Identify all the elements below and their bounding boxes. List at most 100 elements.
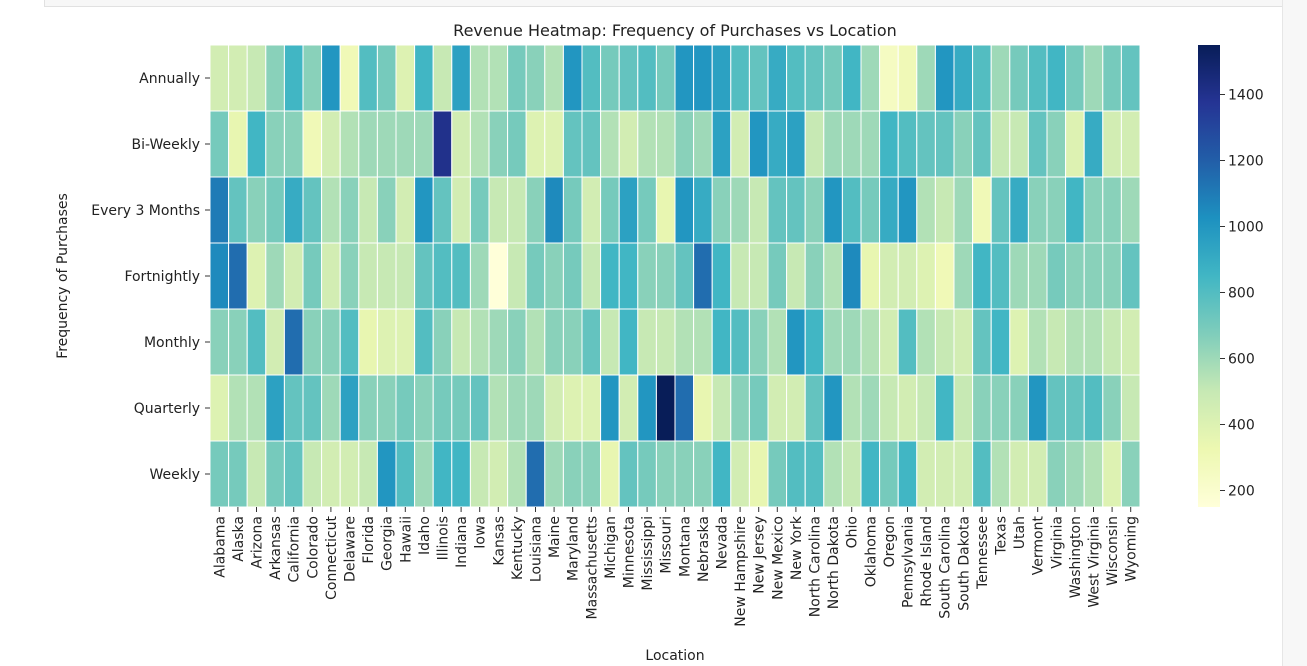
- heatmap-cell: [841, 44, 862, 112]
- x-tick-label: South Dakota: [956, 516, 972, 611]
- heatmap-chart: Revenue Heatmap: Frequency of Purchases …: [55, 21, 1264, 664]
- heatmap-cell: [302, 242, 323, 310]
- heatmap-cell: [693, 44, 713, 112]
- heatmap-cell: [1120, 110, 1141, 178]
- heatmap-cell: [860, 242, 881, 310]
- heatmap-cell: [469, 44, 490, 112]
- x-tick-label: North Dakota: [826, 516, 842, 609]
- heatmap-cell: [1009, 110, 1029, 178]
- heatmap-cell: [823, 242, 843, 310]
- heatmap-cell: [1027, 44, 1048, 112]
- heatmap-cell: [339, 440, 360, 508]
- heatmap-cell: [786, 308, 806, 376]
- heatmap-cell: [358, 374, 378, 442]
- x-tick-label: Arizona: [250, 516, 266, 569]
- heatmap-cell: [432, 242, 453, 310]
- heatmap-cell: [637, 110, 657, 178]
- x-tick-label: Maryland: [566, 516, 582, 581]
- colorbar-tick-label: 1400: [1228, 88, 1264, 104]
- heatmap-cell: [1102, 44, 1122, 112]
- heatmap-cell: [655, 110, 676, 178]
- y-tick-label: Annually: [139, 71, 200, 87]
- heatmap-cell: [730, 374, 750, 442]
- heatmap-cell: [1102, 242, 1122, 310]
- heatmap-cell: [246, 176, 267, 244]
- x-tick-label: Montana: [677, 516, 693, 577]
- heatmap-cell: [897, 440, 918, 508]
- heatmap-cell: [1065, 440, 1085, 508]
- heatmap-cell: [637, 440, 657, 508]
- heatmap-cell: [581, 44, 602, 112]
- heatmap-cell: [562, 440, 583, 508]
- heatmap-cell: [897, 44, 918, 112]
- heatmap-cell: [693, 242, 713, 310]
- heatmap-cell: [1046, 110, 1067, 178]
- heatmap-cell: [879, 440, 899, 508]
- y-tick-label: Monthly: [144, 335, 200, 351]
- heatmap-cell: [841, 242, 862, 310]
- heatmap-cell: [637, 308, 657, 376]
- heatmap-cell: [339, 44, 360, 112]
- heatmap-cell: [1009, 242, 1029, 310]
- heatmap-cell: [748, 242, 769, 310]
- colorbar-tick-label: 800: [1228, 286, 1255, 302]
- heatmap-cell: [693, 176, 713, 244]
- heatmap-cell: [1120, 440, 1141, 508]
- heatmap-cell: [953, 110, 974, 178]
- heatmap-cell: [414, 110, 434, 178]
- x-tick-label: Kansas: [491, 516, 507, 566]
- heatmap-cell: [786, 242, 806, 310]
- heatmap-cell: [507, 176, 527, 244]
- heatmap-cell: [618, 44, 639, 112]
- heatmap-cell: [246, 242, 267, 310]
- heatmap-cell: [804, 176, 825, 244]
- scrollbar-track[interactable]: [1282, 0, 1307, 666]
- heatmap-cell: [767, 374, 788, 442]
- heatmap-cell: [841, 110, 862, 178]
- heatmap-cell: [488, 440, 509, 508]
- heatmap-cell: [637, 242, 657, 310]
- heatmap-cell: [544, 176, 564, 244]
- heatmap-cell: [451, 440, 471, 508]
- heatmap-cell: [730, 440, 750, 508]
- heatmap-cell: [581, 176, 602, 244]
- heatmap-cell: [321, 242, 341, 310]
- heatmap-cell: [655, 176, 676, 244]
- heatmap-cell: [1083, 44, 1104, 112]
- heatmap-cell: [1065, 110, 1085, 178]
- heatmap-cell: [209, 242, 230, 310]
- heatmap-cell: [581, 110, 602, 178]
- heatmap-cell: [711, 440, 732, 508]
- heatmap-cell: [879, 242, 899, 310]
- x-tick-label: Oregon: [882, 516, 898, 567]
- heatmap-cell: [674, 44, 695, 112]
- heatmap-cell: [581, 440, 602, 508]
- heatmap-cell: [469, 176, 490, 244]
- heatmap-cell: [600, 176, 620, 244]
- heatmap-cell: [916, 176, 936, 244]
- heatmap-cell: [321, 44, 341, 112]
- heatmap-cell: [265, 44, 285, 112]
- heatmap-cell: [711, 374, 732, 442]
- heatmap-cell: [1102, 374, 1122, 442]
- heatmap-cell: [525, 242, 546, 310]
- heatmap-cell: [786, 110, 806, 178]
- heatmap-cell: [990, 176, 1011, 244]
- heatmap-cell: [990, 374, 1011, 442]
- heatmap-cell: [1046, 374, 1067, 442]
- y-tick-label: Fortnightly: [124, 269, 200, 285]
- heatmap-cell: [376, 44, 397, 112]
- heatmap-cell: [451, 242, 471, 310]
- x-tick-label: Oklahoma: [863, 516, 879, 587]
- heatmap-cell: [488, 110, 509, 178]
- heatmap-cell: [674, 374, 695, 442]
- heatmap-cell: [916, 242, 936, 310]
- heatmap-cell: [618, 242, 639, 310]
- heatmap-cell: [321, 176, 341, 244]
- heatmap-cell: [618, 440, 639, 508]
- x-tick-label: New Hampshire: [733, 516, 749, 627]
- heatmap-cell: [1065, 242, 1085, 310]
- heatmap-cell: [321, 308, 341, 376]
- heatmap-cell: [767, 242, 788, 310]
- heatmap-cell: [916, 440, 936, 508]
